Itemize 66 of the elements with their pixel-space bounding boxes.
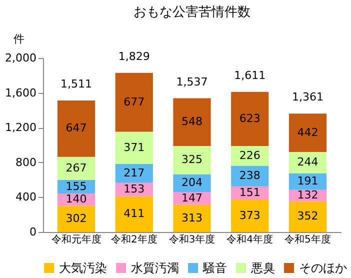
data-label: 147 (182, 191, 202, 204)
data-label: 217 (124, 166, 145, 180)
bar (288, 201, 327, 232)
bar (288, 152, 327, 174)
data-label: 371 (124, 140, 145, 154)
bar (115, 196, 153, 232)
data-label: 352 (297, 210, 318, 223)
x-tick-label: 令和元年度 (51, 234, 102, 246)
total-label: 1,537 (176, 75, 208, 88)
bar (115, 72, 153, 132)
data-label: 442 (297, 126, 318, 139)
total-label: 1,511 (60, 78, 92, 91)
data-label: 267 (66, 161, 87, 174)
data-label: 153 (124, 182, 145, 196)
legend-label: 騒音 (202, 261, 227, 275)
bar (115, 132, 153, 164)
y-tick-label: 2,000 (5, 52, 36, 64)
bar (231, 92, 269, 146)
y-axis-title: 件 (14, 32, 24, 46)
data-label: 140 (66, 192, 87, 206)
bar (57, 100, 96, 157)
data-label: 548 (182, 115, 202, 128)
bar (231, 166, 269, 186)
y-tick-label: 400 (16, 190, 36, 204)
bar (57, 156, 96, 180)
data-label: 313 (182, 211, 202, 224)
bar (173, 192, 211, 205)
total-label: 1,611 (234, 68, 266, 82)
bar (231, 200, 269, 232)
bar (173, 98, 211, 146)
data-label: 204 (182, 176, 202, 190)
bar (57, 206, 96, 232)
total-label: 1,829 (118, 50, 150, 63)
bar (173, 204, 211, 232)
data-label: 302 (66, 212, 87, 225)
bar (173, 174, 211, 192)
data-label: 244 (297, 156, 318, 169)
data-label: 151 (239, 186, 260, 199)
data-label: 623 (239, 112, 260, 125)
data-label: 132 (297, 188, 318, 202)
legend-label: そのほか (299, 261, 347, 275)
x-tick-label: 令和2年度 (110, 234, 158, 246)
y-tick-label: 0 (30, 226, 36, 238)
data-label: 226 (239, 148, 260, 162)
data-label: 411 (124, 207, 145, 220)
total-label: 1,361 (292, 90, 324, 104)
legend-label: 大気汚染 (59, 261, 107, 275)
x-tick-label: 令和4年度 (226, 234, 274, 246)
y-tick-label: 1,200 (5, 121, 36, 134)
bar (173, 146, 211, 174)
data-label: 191 (297, 174, 318, 188)
y-tick-label: 1,600 (5, 86, 36, 100)
y-tick-label: 800 (16, 156, 36, 169)
data-label: 238 (239, 169, 260, 182)
legend-label: 悪臭 (250, 261, 275, 275)
data-label: 647 (66, 122, 87, 135)
x-tick-label: 令和5年度 (284, 234, 331, 246)
bar (288, 114, 327, 152)
data-label: 325 (182, 153, 202, 166)
data-label: 373 (239, 208, 260, 222)
data-label: 155 (66, 180, 87, 193)
data-label: 677 (124, 95, 145, 108)
legend-label: 水質汚濁 (131, 261, 179, 275)
x-tick-label: 令和3年度 (168, 234, 216, 246)
chart-title: おもな公害苦情件数 (134, 4, 250, 20)
bar (115, 164, 153, 183)
